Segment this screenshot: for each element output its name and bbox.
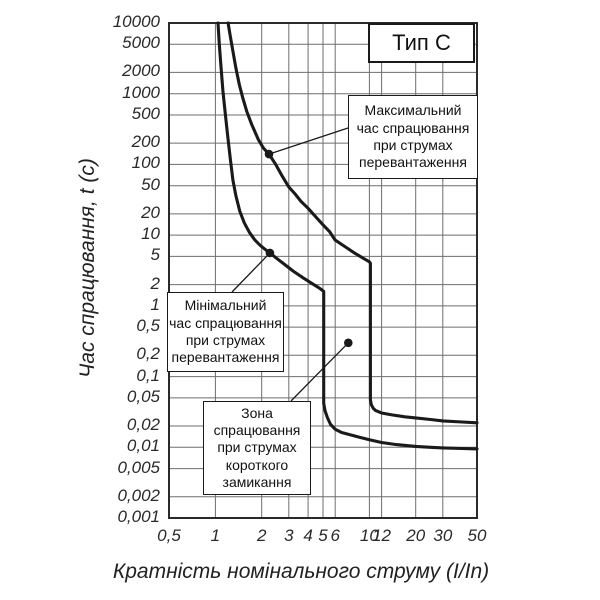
y-tick-label: 2 [150,273,160,293]
x-tick-label: 20 [406,526,426,545]
annotation-line: короткого [225,456,289,473]
y-tick-label: 1 [150,294,160,314]
leader-line [268,127,349,155]
annotation-line: при струмах [217,439,297,456]
x-tick-label: 50 [467,526,487,545]
annotation-line: при струмах [185,332,266,348]
marker-dot [265,248,275,258]
x-tick-label: 4 [303,526,313,545]
leader-line [231,252,271,293]
plot-border [168,22,478,519]
x-tick-label: 6 [330,526,340,545]
y-tick-label: 0,002 [117,485,160,505]
max-trip-curve [226,21,479,425]
y-tick-label: 1000 [122,82,160,102]
annotation-min-trip-time: Мінімальний час спрацювання при струмах … [167,292,284,372]
x-tick-label: 2 [256,526,267,545]
annotation-short-circuit-zone: Зона спрацювання при струмах короткого з… [203,401,311,495]
y-tick-label: 2000 [122,61,160,81]
y-tick-label: 5 [150,245,160,265]
annotation-line: при струмах [373,137,453,153]
y-tick-label: 5000 [122,33,160,53]
x-tick-label: 5 [318,526,328,545]
annotation-line: Максимальний [364,102,462,119]
annotation-line: Мінімальний [184,297,267,314]
x-tick-label: 3 [284,526,294,545]
annotation-line: перевантаження [359,154,467,171]
annotation-line: час спрацювання [356,119,470,136]
chart-title: Тип C [392,30,451,55]
annotation-max-trip-time: Максимальний час спрацювання при струмах… [348,95,478,179]
y-tick-label: 20 [141,202,160,222]
x-tick-label: 1 [210,526,221,545]
y-tick-label: 50 [141,174,160,194]
y-tick-label: 0,1 [136,365,160,385]
x-tick-label: 12 [372,526,392,545]
y-tick-label: 500 [131,104,160,123]
y-axis-title: Час спрацювання, t (с) [76,158,99,378]
x-tick-label: 30 [433,526,453,545]
y-tick-label: 0,02 [126,414,160,434]
marker-dot [264,149,274,159]
x-tick-label: 10 [359,526,379,545]
annotation-line: час спрацювання [169,314,282,331]
y-tick-label: 10000 [112,12,160,31]
y-tick-label: 100 [131,153,160,173]
annotation-line: Зона [241,404,273,421]
x-tick-label: 0,5 [157,526,181,545]
min-trip-curve [216,21,479,451]
y-tick-label: 0,05 [126,386,160,406]
x-axis-title: Кратність номінального струму (I/In) [112,560,490,583]
marker-dot [344,338,353,348]
y-tick-label: 0,2 [136,344,160,364]
y-tick-label: 0,001 [117,507,160,526]
y-tick-label: 0,5 [136,316,160,336]
annotation-line: перевантаження [171,349,280,366]
y-tick-label: 200 [131,132,160,152]
chart-title-box: Тип C [368,23,475,63]
leader-line [290,342,349,402]
annotation-line: спрацювання [213,421,301,438]
y-tick-label: 0,005 [117,457,160,477]
y-tick-label: 10 [141,224,160,244]
y-tick-label: 0,01 [126,436,160,456]
annotation-line: замикання [222,474,292,491]
